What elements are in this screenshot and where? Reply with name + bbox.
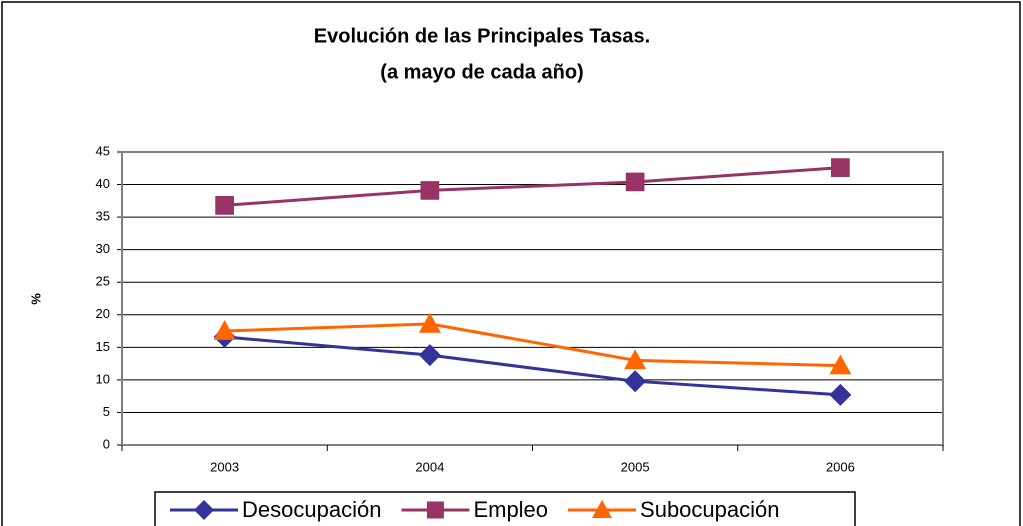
y-tick-label: 25 (96, 274, 110, 289)
chart-subtitle: (a mayo de cada año) (380, 61, 583, 83)
y-tick-label: 20 (96, 306, 110, 321)
marker (215, 196, 234, 215)
marker (831, 158, 850, 177)
marker (829, 354, 852, 375)
marker (213, 320, 236, 340)
marker (420, 181, 440, 200)
x-tick-label: 2006 (826, 459, 855, 474)
marker (418, 344, 441, 367)
y-tick-label: 15 (96, 339, 110, 354)
y-tick-label: 40 (96, 176, 110, 191)
legend-label: Empleo (473, 497, 548, 522)
y-tick-label: 35 (96, 209, 110, 224)
chart-title: Evolución de las Principales Tasas. (314, 25, 650, 47)
marker (418, 312, 441, 333)
marker (624, 370, 647, 393)
marker (194, 500, 214, 520)
y-tick-label: 45 (96, 143, 110, 158)
y-tick-label: 5 (103, 404, 110, 419)
series-line (224, 335, 841, 397)
marker (625, 172, 645, 192)
marker (426, 501, 444, 519)
y-axis-label: % (28, 293, 43, 305)
x-tick-label: 2005 (621, 459, 650, 474)
series-line (224, 166, 841, 207)
y-tick-label: 0 (103, 436, 110, 451)
legend-label: Desocupación (242, 497, 381, 522)
marker (829, 383, 852, 406)
marker (592, 500, 613, 518)
y-tick-label: 10 (96, 371, 110, 386)
x-tick-label: 2003 (210, 459, 239, 474)
y-tick-label: 30 (96, 241, 110, 256)
marker (624, 349, 647, 370)
legend-box (154, 491, 856, 526)
legend-label: Subocupación (640, 497, 779, 522)
x-tick-label: 2004 (415, 459, 444, 474)
series-line (224, 322, 841, 368)
